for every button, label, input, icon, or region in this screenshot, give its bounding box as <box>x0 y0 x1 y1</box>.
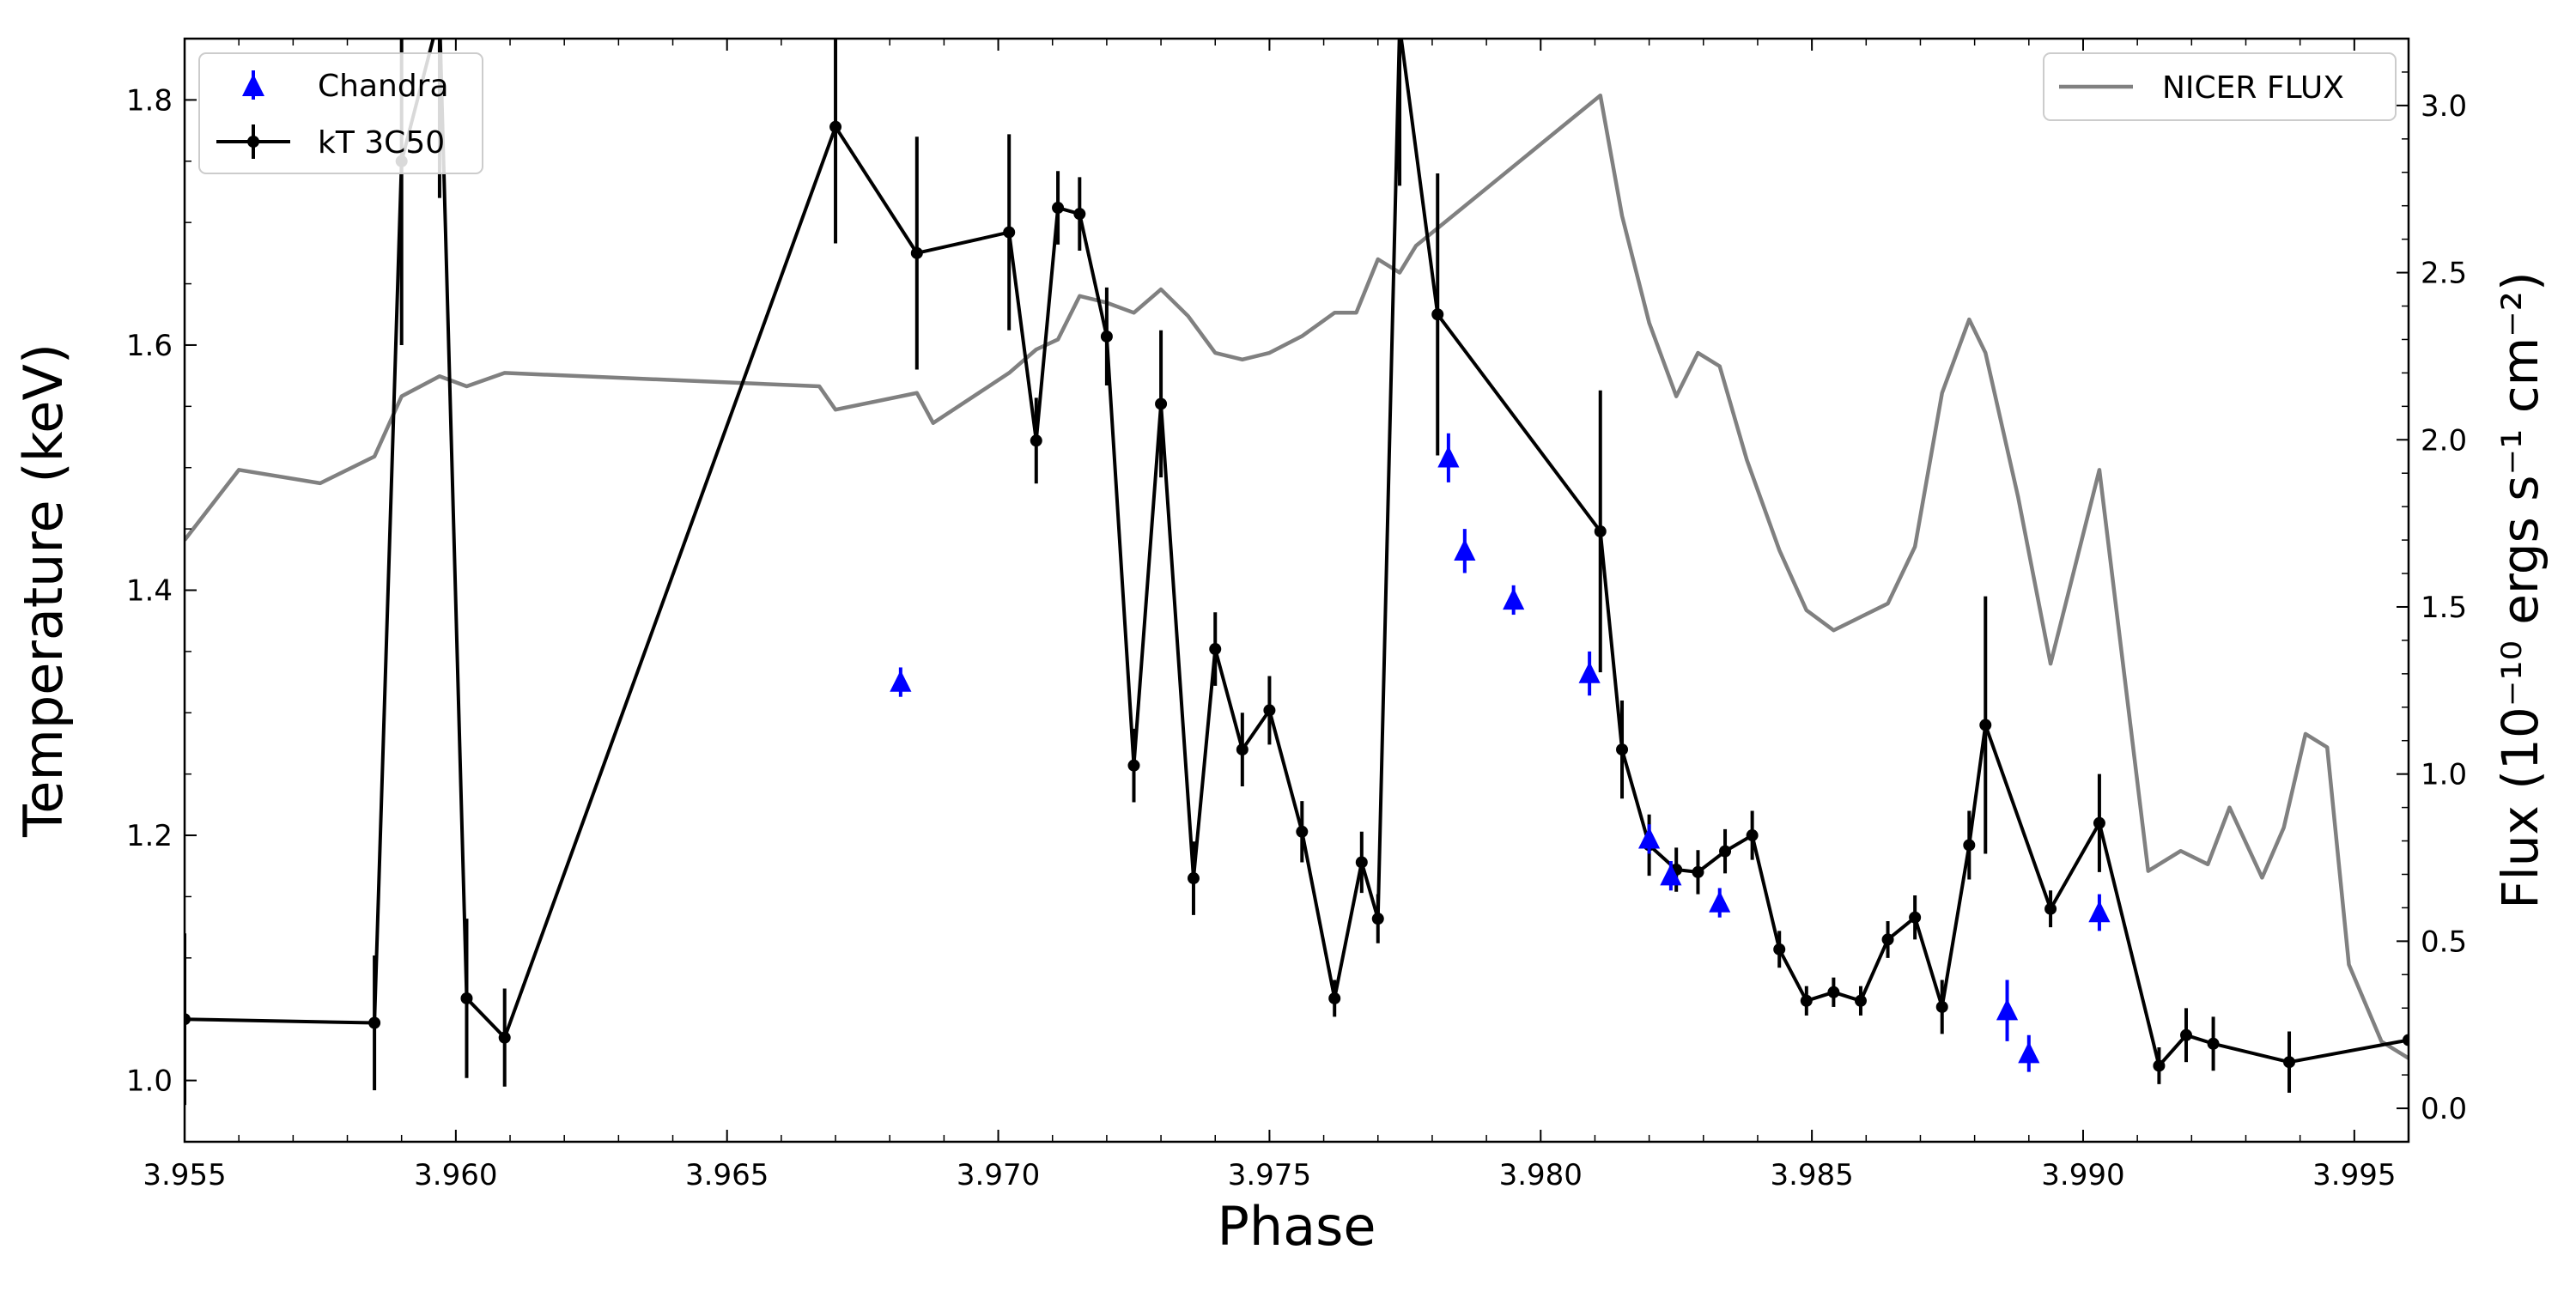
chandra-point <box>2088 901 2111 923</box>
legend-kt-marker <box>247 136 259 148</box>
kt-point <box>1127 759 1140 772</box>
x-axis-label: Phase <box>1217 1195 1376 1258</box>
kt-point <box>829 120 842 133</box>
kt-point <box>1979 719 1992 731</box>
kt-point <box>910 246 923 259</box>
legend-left: Chandra kT 3C50 <box>198 52 483 174</box>
y-axis-label: Temperature (keV) <box>12 343 75 838</box>
y-tick-label: 1.2 <box>126 819 173 853</box>
kt-point <box>1100 330 1113 343</box>
y2-tick-label: 1.0 <box>2421 758 2467 792</box>
kt-point <box>2093 816 2105 829</box>
kt-point <box>1935 1000 1948 1013</box>
kt-3c50-line <box>185 39 2409 1068</box>
y-tick-label: 1.4 <box>126 574 173 609</box>
x-tick-label: 3.965 <box>685 1158 769 1192</box>
kt-point <box>2207 1037 2220 1050</box>
y2-tick-label: 3.0 <box>2421 89 2467 124</box>
chandra-point <box>1660 864 1682 886</box>
kt-point <box>1692 865 1704 878</box>
kt-point <box>368 1016 381 1029</box>
kt-point <box>1773 943 1786 955</box>
kt-point <box>1030 434 1042 447</box>
kt-point <box>1355 856 1368 869</box>
kt-point <box>2044 902 2057 915</box>
chandra-point <box>1709 890 1731 913</box>
legend-chandra-label: Chandra <box>318 69 449 104</box>
y2-tick-label: 2.0 <box>2421 423 2467 458</box>
x-tick-label: 3.975 <box>1228 1158 1311 1192</box>
y-tick-label: 1.0 <box>126 1065 173 1099</box>
kt-point <box>2403 1034 2409 1046</box>
kt-point <box>1073 208 1086 221</box>
x-tick-label: 3.970 <box>957 1158 1040 1192</box>
kt-point <box>498 1031 511 1044</box>
chandra-point <box>1578 661 1601 683</box>
chandra-point <box>1454 538 1476 561</box>
chandra-point <box>2018 1041 2040 1064</box>
chandra-point <box>1437 446 1460 468</box>
kt-point <box>1328 992 1341 1004</box>
kt-point <box>1371 913 1384 925</box>
y2-tick-label: 2.5 <box>2421 257 2467 291</box>
kt-point <box>1155 397 1168 410</box>
kt-point <box>1431 308 1444 321</box>
kt-point <box>1616 743 1629 756</box>
kt-point <box>460 992 473 1004</box>
legend-chandra-marker <box>242 74 264 96</box>
plot-frame <box>183 37 2410 1143</box>
kt-point <box>2153 1059 2166 1072</box>
legend-nicer-label: NICER FLUX <box>2162 70 2344 106</box>
x-tick-label: 3.995 <box>2312 1158 2396 1192</box>
kt-point <box>1963 839 1976 852</box>
legend-kt-label: kT 3C50 <box>318 125 445 161</box>
chandra-point <box>1638 827 1661 849</box>
kt-point <box>1909 911 1922 924</box>
kt-point <box>1746 829 1759 842</box>
y2-axis-label: Flux (10⁻¹⁰ ergs s⁻¹ cm⁻²) <box>2491 271 2549 908</box>
x-tick-label: 3.980 <box>1499 1158 1583 1192</box>
kt-point <box>2283 1056 2296 1069</box>
y-tick-label: 1.6 <box>126 329 173 363</box>
kt-point <box>1594 525 1607 537</box>
legend-right-box <box>2043 52 2397 121</box>
kt-point <box>1800 994 1813 1007</box>
chandra-point <box>1503 587 1525 610</box>
chandra-point <box>890 670 912 692</box>
kt-point <box>1854 994 1867 1007</box>
nicer-flux-line <box>185 93 2409 1060</box>
y2-tick-label: 0.5 <box>2421 925 2467 959</box>
y2-tick-label: 1.5 <box>2421 591 2467 625</box>
kt-point <box>1236 743 1249 756</box>
kt-point <box>1881 933 1894 946</box>
kt-point <box>1209 643 1222 656</box>
y-tick-label: 1.8 <box>126 83 173 118</box>
kt-point <box>1827 986 1840 998</box>
x-tick-label: 3.955 <box>143 1158 226 1192</box>
kt-point <box>1263 704 1276 717</box>
y2-tick-label: 0.0 <box>2421 1092 2467 1126</box>
x-tick-label: 3.990 <box>2041 1158 2124 1192</box>
x-tick-label: 3.985 <box>1770 1158 1853 1192</box>
kt-point <box>1719 845 1732 858</box>
legend-right: NICER FLUX <box>2043 52 2397 121</box>
kt-point <box>1052 202 1065 215</box>
x-tick-label: 3.960 <box>414 1158 497 1192</box>
kt-point <box>1003 226 1016 239</box>
kt-point <box>1296 825 1309 838</box>
kt-point <box>2180 1028 2192 1041</box>
kt-point <box>1187 872 1200 885</box>
chandra-point <box>1996 998 2019 1021</box>
